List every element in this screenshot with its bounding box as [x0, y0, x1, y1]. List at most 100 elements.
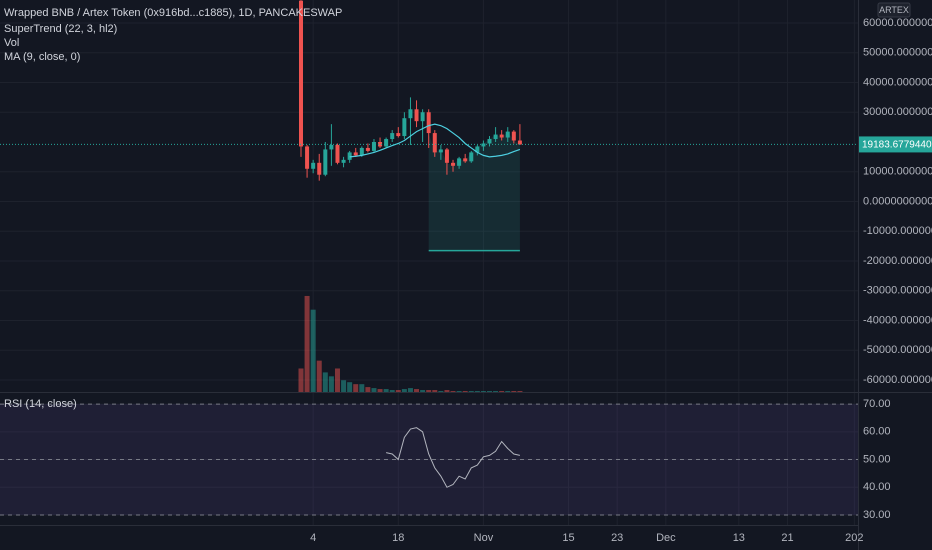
volume-bar — [383, 389, 389, 392]
volume-bar — [499, 391, 505, 392]
candle-body — [317, 162, 322, 175]
rsi-line — [386, 427, 521, 488]
volume-bar — [395, 390, 401, 392]
volume-bar — [334, 368, 340, 392]
x-tick-label: Dec — [656, 532, 676, 544]
indicator-label: Vol — [4, 37, 19, 49]
candle-body — [451, 162, 456, 166]
volume-bar — [389, 390, 395, 392]
candle-body — [402, 118, 407, 137]
volume-bar — [511, 391, 517, 392]
candle-body — [329, 144, 334, 150]
volume-bar — [468, 391, 474, 392]
volume-bar — [322, 372, 328, 392]
candle-body — [511, 131, 516, 141]
volume-bar — [316, 360, 322, 392]
symbol-label: ARTEX — [879, 5, 909, 15]
y-tick-label: -60000.0000000000 — [863, 374, 932, 386]
indicator-label: SuperTrend (22, 3, hl2) — [4, 23, 117, 35]
volume-bar — [517, 391, 523, 392]
chart-title: Wrapped BNB / Artex Token (0x916bd...c18… — [4, 7, 342, 19]
candle-body — [438, 149, 443, 153]
candle-body — [323, 149, 328, 175]
indicator-label: MA (9, close, 0) — [4, 51, 80, 63]
supertrend-fill — [428, 131, 520, 251]
y-tick-label: 50000.0000000000 — [863, 47, 932, 59]
y-tick-label: 40.00 — [863, 481, 891, 493]
candle-body — [311, 162, 316, 169]
y-tick-label: -50000.0000000000 — [863, 344, 932, 356]
candle-body — [505, 131, 510, 138]
candle-body — [414, 109, 419, 122]
y-tick-label: 40000.0000000000 — [863, 76, 932, 88]
x-tick-label: 15 — [562, 532, 574, 544]
candle-body — [341, 159, 346, 163]
candle-body — [432, 133, 437, 153]
candle-body — [463, 158, 468, 162]
y-tick-label: 60000.0000000000 — [863, 17, 932, 29]
y-tick-label: 30.00 — [863, 509, 891, 521]
candle-body — [298, 0, 303, 147]
y-tick-label: -30000.0000000000 — [863, 285, 932, 297]
rsi-pane — [0, 403, 858, 516]
volume-bar — [505, 391, 511, 392]
x-tick-label: 23 — [611, 532, 623, 544]
x-tick-label: Nov — [474, 532, 494, 544]
candle-body — [390, 133, 395, 140]
candle-body — [493, 134, 498, 140]
volume-bar — [371, 388, 377, 392]
y-tick-label: 60.00 — [863, 426, 891, 438]
volume-bar — [493, 391, 499, 392]
y-tick-label: -40000.0000000000 — [863, 314, 932, 326]
volume-bar — [328, 376, 334, 392]
volume-bar — [420, 390, 426, 392]
volume-bar — [480, 391, 486, 392]
candle-body — [420, 112, 425, 122]
volume-bar — [341, 380, 347, 392]
volume-bar — [377, 389, 383, 392]
volume-bar — [432, 390, 438, 392]
volume-bar — [407, 388, 413, 392]
price-pane — [0, 0, 858, 392]
last-price-tag — [859, 136, 932, 153]
candle-body — [384, 139, 389, 147]
candle-body — [335, 144, 340, 163]
x-tick-label: 4 — [310, 532, 316, 544]
volume-bar — [438, 391, 444, 392]
candle-body — [353, 152, 358, 156]
volume-bar — [474, 391, 480, 392]
x-tick-label: 21 — [781, 532, 793, 544]
candle-body — [365, 147, 370, 151]
candle-body — [475, 146, 480, 153]
candle-body — [469, 152, 474, 162]
candle-body — [499, 134, 504, 138]
volume-bar — [450, 391, 456, 392]
candle-body — [457, 158, 462, 166]
y-tick-label: -20000.0000000000 — [863, 255, 932, 267]
candle-body — [408, 109, 413, 119]
volume-bar — [304, 295, 310, 392]
ma-line — [349, 123, 521, 158]
x-tick-label: 202 — [845, 532, 863, 544]
y-tick-label: -10000.0000000000 — [863, 225, 932, 237]
volume-bar — [426, 390, 432, 392]
x-tick-label: 18 — [392, 532, 404, 544]
candle-body — [396, 133, 401, 137]
volume-bar — [462, 391, 468, 392]
candle-body — [371, 141, 376, 151]
y-tick-label: 70.00 — [863, 398, 891, 410]
last-price-label: 19183.6779440582 — [862, 140, 932, 151]
candle-body — [517, 140, 522, 145]
candle-body — [487, 139, 492, 144]
rsi-title: RSI (14, close) — [4, 398, 77, 410]
volume-bar — [298, 368, 304, 392]
volume-bar — [444, 390, 450, 392]
volume-bar — [353, 384, 359, 392]
candle-body — [378, 141, 383, 147]
y-tick-label: 0.0000000000 — [863, 195, 932, 207]
candle-body — [444, 149, 449, 163]
y-tick-label: 50.00 — [863, 453, 891, 465]
candle-body — [481, 143, 486, 147]
